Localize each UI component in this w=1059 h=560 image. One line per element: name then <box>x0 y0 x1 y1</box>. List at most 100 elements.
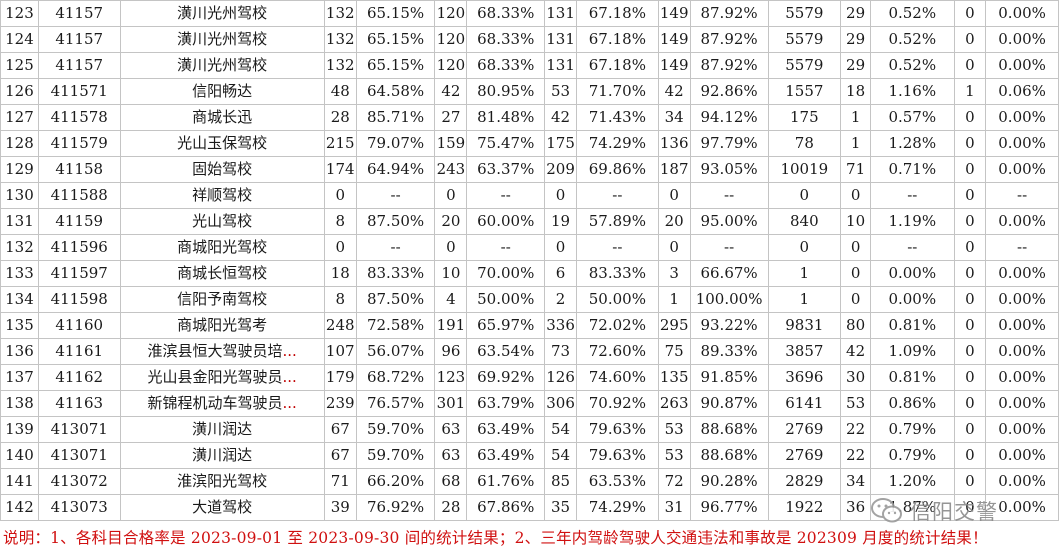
school-name-cell: 信阳畅达 <box>119 78 325 105</box>
subject3-count-cell: 126 <box>544 364 578 391</box>
accident-rate-cell: 0.00% <box>985 390 1059 417</box>
accident-rate-cell: 0.00% <box>985 26 1059 53</box>
subject2-count-cell: 243 <box>434 156 468 183</box>
subject1-rate-cell: 59.70% <box>355 416 436 443</box>
subject4-rate-cell: 93.22% <box>689 312 769 339</box>
subject4-count-cell: 187 <box>657 156 691 183</box>
violation-count-cell: 80 <box>840 312 872 339</box>
subject3-rate-cell: 74.29% <box>576 130 659 157</box>
school-code-cell: 41162 <box>37 364 121 391</box>
table-body: 123 41157 潢川光州驾校 132 65.15% 120 68.33% 131 67.18… <box>0 0 1059 521</box>
school-name-cell: 潢川润达 <box>119 416 325 443</box>
driver-count-cell: 78 <box>767 130 842 157</box>
table-row: 133 411597 商城长恒驾校 18 83.33% 10 70.00% 6 83.33% 3 6… <box>0 260 1059 287</box>
subject2-rate-cell: -- <box>466 234 546 261</box>
driver-count-cell: 175 <box>767 104 842 131</box>
subject1-count-cell: 107 <box>323 338 357 365</box>
subject4-count-cell: 1 <box>657 286 691 313</box>
subject1-count-cell: 67 <box>323 442 357 469</box>
subject1-rate-cell: 59.70% <box>355 442 436 469</box>
subject3-rate-cell: 63.53% <box>576 468 659 495</box>
subject3-count-cell: 53 <box>544 78 578 105</box>
subject4-rate-cell: 94.12% <box>689 104 769 131</box>
subject1-rate-cell: 72.58% <box>355 312 436 339</box>
subject4-count-cell: 263 <box>657 390 691 417</box>
table-row: 138 41163 新锦程机动车驾驶员... 239 76.57% 301 63.79% 30… <box>0 390 1059 417</box>
accident-rate-cell: -- <box>985 182 1059 209</box>
subject2-count-cell: 159 <box>434 130 468 157</box>
school-code-cell: 413072 <box>37 468 121 495</box>
subject4-count-cell: 42 <box>657 78 691 105</box>
school-code-cell: 413073 <box>37 494 121 521</box>
subject1-rate-cell: 65.15% <box>355 26 436 53</box>
subject4-rate-cell: 100.00% <box>689 286 769 313</box>
subject4-rate-cell: 90.87% <box>689 390 769 417</box>
table-row: 125 41157 潢川光州驾校 132 65.15% 120 68.33% 131 67.18… <box>0 52 1059 79</box>
violation-count-cell: 71 <box>840 156 872 183</box>
subject4-count-cell: 149 <box>657 0 691 27</box>
subject1-count-cell: 48 <box>323 78 357 105</box>
subject2-count-cell: 63 <box>434 442 468 469</box>
violation-rate-cell: 0.79% <box>870 416 955 443</box>
violation-rate-cell: 0.52% <box>870 52 955 79</box>
subject3-count-cell: 19 <box>544 208 578 235</box>
subject2-count-cell: 20 <box>434 208 468 235</box>
subject4-count-cell: 3 <box>657 260 691 287</box>
subject1-rate-cell: 66.20% <box>355 468 436 495</box>
row-number-cell: 126 <box>0 78 39 105</box>
school-name-cell: 潢川光州驾校 <box>119 52 325 79</box>
table-row: 126 411571 信阳畅达 48 64.58% 42 80.95% 53 71.70% 42 9… <box>0 78 1059 105</box>
subject2-rate-cell: 80.95% <box>466 78 546 105</box>
accident-count-cell: 0 <box>953 442 987 469</box>
school-name-cell: 潢川润达 <box>119 442 325 469</box>
subject4-rate-cell: 90.28% <box>689 468 769 495</box>
accident-rate-cell: 0.00% <box>985 52 1059 79</box>
subject1-count-cell: 39 <box>323 494 357 521</box>
school-code-cell: 411598 <box>37 286 121 313</box>
table-row: 141 413072 淮滨阳光驾校 71 66.20% 68 61.76% 85 63.53% 7… <box>0 468 1059 495</box>
subject1-rate-cell: 76.57% <box>355 390 436 417</box>
school-name-cell: 大道驾校 <box>119 494 325 521</box>
school-code-cell: 411596 <box>37 234 121 261</box>
watermark-text: 信阳交警 <box>910 500 998 524</box>
subject1-rate-cell: 83.33% <box>355 260 436 287</box>
subject3-rate-cell: 69.86% <box>576 156 659 183</box>
subject3-rate-cell: 72.02% <box>576 312 659 339</box>
subject2-rate-cell: 68.33% <box>466 26 546 53</box>
driver-count-cell: 2769 <box>767 442 842 469</box>
violation-rate-cell: -- <box>870 182 955 209</box>
subject4-rate-cell: 66.67% <box>689 260 769 287</box>
subject2-rate-cell: 65.97% <box>466 312 546 339</box>
subject1-rate-cell: 85.71% <box>355 104 436 131</box>
violation-rate-cell: 0.86% <box>870 390 955 417</box>
accident-count-cell: 0 <box>953 286 987 313</box>
subject3-rate-cell: 74.60% <box>576 364 659 391</box>
row-number-cell: 125 <box>0 52 39 79</box>
school-name-cell: 光山县金阳光驾驶员... <box>119 364 325 391</box>
table-row: 132 411596 商城阳光驾校 0 -- 0 -- 0 -- 0 -- 0 0 -- 0 -- <box>0 234 1059 261</box>
school-name-cell: 商城阳光驾校 <box>119 234 325 261</box>
accident-count-cell: 0 <box>953 364 987 391</box>
subject3-count-cell: 35 <box>544 494 578 521</box>
accident-count-cell: 0 <box>953 312 987 339</box>
row-number-cell: 127 <box>0 104 39 131</box>
subject2-rate-cell: 63.49% <box>466 442 546 469</box>
accident-count-cell: 0 <box>953 234 987 261</box>
violation-rate-cell: 0.57% <box>870 104 955 131</box>
accident-count-cell: 0 <box>953 52 987 79</box>
accident-rate-cell: 0.00% <box>985 312 1059 339</box>
watermark: 信阳交警 <box>870 496 998 526</box>
violation-rate-cell: 0.81% <box>870 364 955 391</box>
row-number-cell: 124 <box>0 26 39 53</box>
subject1-count-cell: 248 <box>323 312 357 339</box>
subject2-rate-cell: 70.00% <box>466 260 546 287</box>
violation-count-cell: 29 <box>840 26 872 53</box>
subject4-rate-cell: 88.68% <box>689 416 769 443</box>
violation-count-cell: 0 <box>840 286 872 313</box>
table-row: 137 41162 光山县金阳光驾驶员... 179 68.72% 123 69.92% 12… <box>0 364 1059 391</box>
subject3-count-cell: 0 <box>544 234 578 261</box>
driver-count-cell: 3696 <box>767 364 842 391</box>
subject4-count-cell: 53 <box>657 442 691 469</box>
row-number-cell: 133 <box>0 260 39 287</box>
school-name-cell: 商城长迅 <box>119 104 325 131</box>
